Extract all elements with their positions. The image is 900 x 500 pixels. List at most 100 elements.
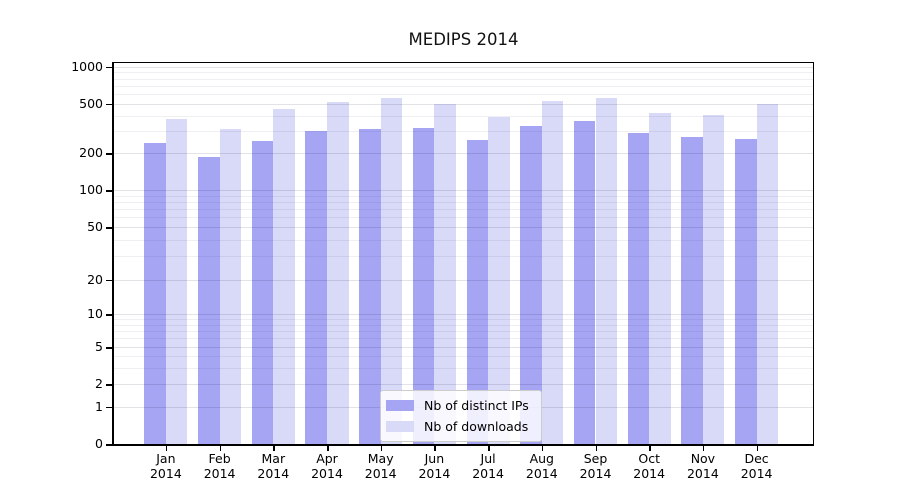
gridline-6: [114, 338, 813, 340]
gridline-50: [114, 227, 813, 228]
bar-downloads-feb: [219, 129, 242, 444]
bar-downloads-aug: [541, 100, 564, 444]
x-tick-label-feb: Feb 2014: [203, 451, 236, 481]
bar-ips-feb: [198, 156, 220, 444]
bar-ips-aug: [520, 125, 542, 444]
x-tick-label-aug: Aug 2014: [525, 451, 558, 481]
bar-ips-nov: [681, 136, 703, 444]
x-tick-label-sep: Sep 2014: [579, 451, 612, 481]
x-tick-jan: [165, 446, 168, 451]
plot-area: Nb of distinct IPs Nb of downloads: [112, 62, 814, 446]
gridline-200: [114, 153, 813, 154]
bar-downloads-mar: [273, 108, 295, 444]
gridline-500: [114, 103, 813, 105]
y-tick-label-200: 200: [79, 145, 103, 160]
y-tick-label-50: 50: [87, 219, 103, 234]
y-tick-100: [106, 190, 112, 192]
x-tick-nov: [702, 446, 705, 451]
gridline-100: [114, 190, 813, 191]
x-tick-mar: [273, 446, 275, 451]
x-tick-feb: [219, 446, 222, 451]
y-tick-label-1000: 1000: [71, 58, 103, 74]
x-tick-label-jun: Jun 2014: [418, 451, 451, 481]
y-tick-1: [106, 406, 112, 408]
bar-ips-sep: [573, 120, 596, 444]
x-tick-oct: [649, 446, 651, 451]
gridline-90: [114, 195, 813, 197]
bar-downloads-dec: [756, 103, 779, 444]
y-tick-0: [106, 444, 112, 446]
legend: Nb of distinct IPs Nb of downloads: [380, 390, 542, 442]
legend-label-downloads: Nb of downloads: [424, 419, 529, 434]
gridline-70: [114, 209, 813, 211]
bar-ips-jan: [144, 143, 166, 444]
y-tick-1000: [106, 66, 112, 69]
y-tick-5: [106, 347, 112, 349]
gridline-700: [114, 85, 813, 87]
gridline-10: [114, 314, 813, 315]
bar-ips-jun: [412, 127, 435, 444]
y-tick-20: [106, 279, 112, 281]
y-tick-10: [106, 314, 112, 316]
x-tick-label-dec: Dec 2014: [740, 451, 773, 481]
y-tick-500: [106, 103, 112, 105]
gridline-1000: [114, 66, 813, 68]
legend-swatch-downloads: [386, 421, 414, 432]
legend-item-downloads: Nb of downloads: [386, 418, 529, 435]
x-tick-sep: [595, 446, 597, 451]
gridline-7: [114, 330, 813, 332]
x-tick-label-may: May 2014: [364, 451, 397, 481]
gridline-30: [114, 256, 813, 258]
x-tick-label-oct: Oct 2014: [633, 451, 666, 481]
gridline-20: [114, 279, 813, 281]
bar-downloads-nov: [702, 114, 725, 444]
x-tick-jun: [434, 446, 436, 451]
x-tick-label-mar: Mar 2014: [257, 451, 290, 481]
chart-title: MEDIPS 2014: [408, 30, 519, 49]
x-tick-label-apr: Apr 2014: [311, 451, 343, 481]
y-tick-label-2: 2: [95, 376, 103, 391]
bar-downloads-may: [380, 98, 403, 444]
bar-downloads-sep: [595, 98, 618, 444]
y-tick-label-20: 20: [87, 271, 103, 287]
x-tick-may: [380, 446, 383, 451]
gridline-2: [114, 384, 813, 385]
y-tick-label-0: 0: [95, 436, 103, 451]
gridline-80: [114, 201, 813, 203]
gridline-5: [114, 347, 813, 348]
x-tick-jul: [488, 446, 490, 451]
gridline-40: [114, 239, 813, 241]
gridline-4: [114, 356, 813, 357]
x-tick-apr: [327, 446, 329, 451]
legend-label-distinct-ips: Nb of distinct IPs: [424, 398, 529, 413]
bar-downloads-jun: [434, 103, 456, 444]
gridline-300: [114, 131, 813, 133]
x-tick-label-jul: Jul 2014: [472, 451, 504, 481]
gridline-400: [114, 115, 813, 117]
y-tick-label-10: 10: [87, 306, 103, 321]
gridline-3: [114, 367, 813, 369]
bar-downloads-apr: [327, 101, 349, 444]
x-tick-dec: [756, 446, 759, 451]
gridline-60: [114, 217, 813, 219]
gridline-800: [114, 78, 813, 80]
y-tick-2: [106, 384, 112, 386]
bar-ips-may: [359, 128, 381, 444]
gridline-8: [114, 324, 813, 326]
bar-downloads-jan: [165, 119, 188, 444]
y-tick-label-5: 5: [95, 339, 103, 354]
y-tick-200: [106, 153, 112, 155]
x-tick-label-nov: Nov 2014: [686, 451, 719, 481]
x-tick-label-jan: Jan 2014: [149, 451, 182, 481]
gridline-600: [114, 93, 813, 95]
y-tick-label-500: 500: [79, 95, 103, 111]
legend-item-distinct-ips: Nb of distinct IPs: [386, 397, 529, 414]
y-tick-50: [106, 227, 112, 229]
legend-swatch-distinct-ips: [386, 400, 414, 411]
gridline-900: [114, 72, 813, 74]
x-tick-aug: [541, 446, 544, 451]
gridline-9: [114, 319, 813, 321]
gridlines-layer: [114, 63, 813, 444]
y-tick-label-1: 1: [95, 398, 103, 414]
